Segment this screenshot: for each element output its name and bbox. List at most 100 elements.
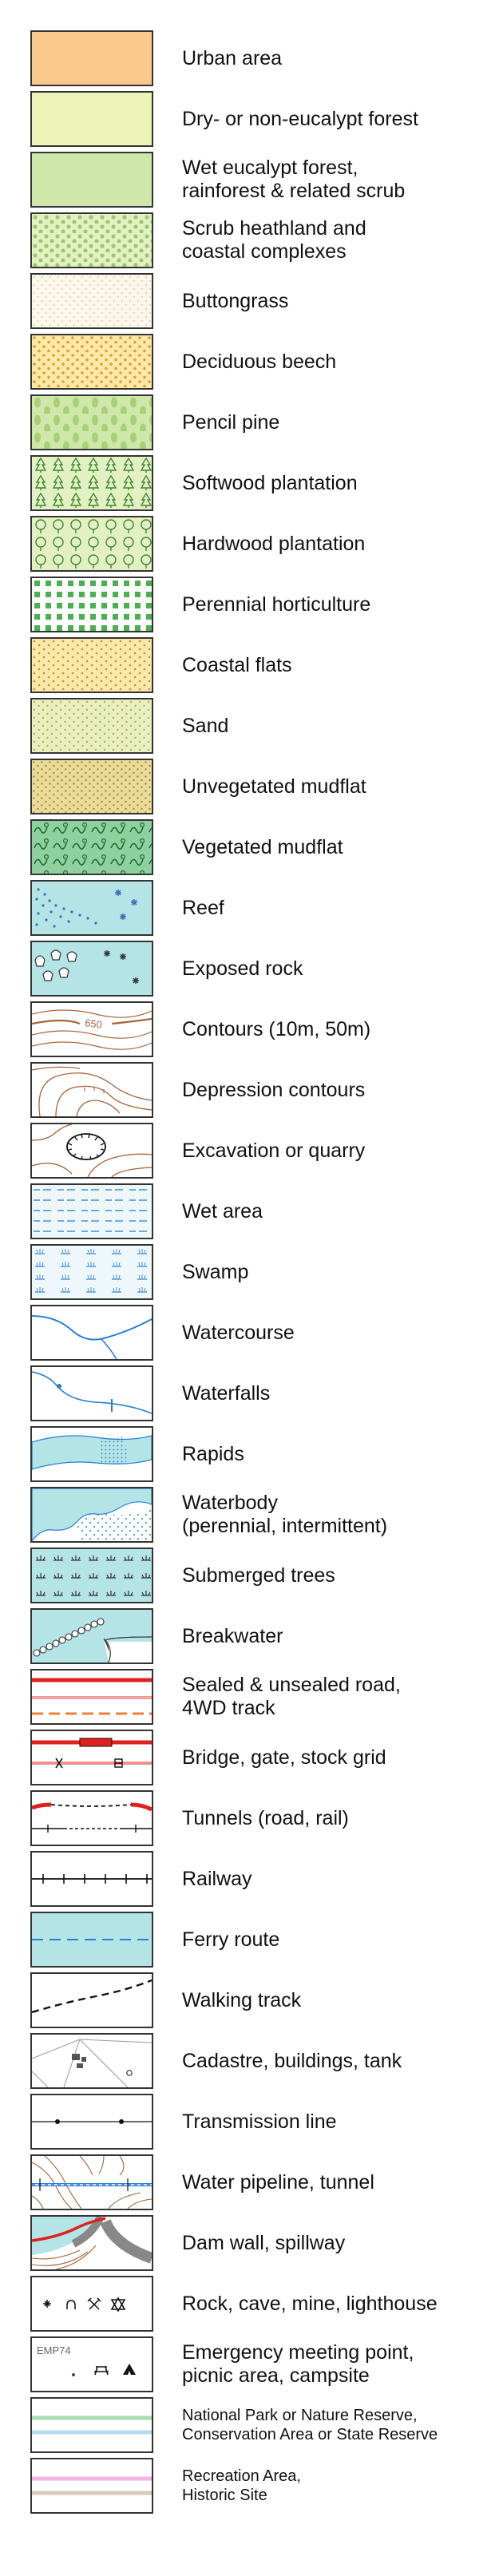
watercourse-label: Watercourse [182, 1321, 295, 1344]
softwood-plantation-label: Softwood plantation [182, 471, 358, 494]
legend-row-pencil-pine: Pencil pine [0, 394, 503, 455]
campsite-icon [123, 2364, 136, 2375]
swamp-swatch [30, 1244, 153, 1300]
reef-swatch [30, 880, 153, 936]
unvegetated-mudflat-label: Unvegetated mudflat [182, 775, 366, 798]
cadastre-label: Cadastre, buildings, tank [182, 2049, 402, 2072]
cave-icon [66, 2300, 76, 2309]
roads-swatch [30, 1669, 153, 1725]
perennial-horticulture-label: Perennial horticulture [182, 592, 371, 616]
legend-row-hardwood-plantation: Hardwood plantation [0, 516, 503, 577]
wet-area-swatch [30, 1183, 153, 1239]
rock-cave-label: Rock, cave, mine, lighthouse [182, 2292, 438, 2315]
railway-label: Railway [182, 1867, 252, 1890]
walking-track-label: Walking track [182, 1988, 302, 2011]
legend-row-roads: Sealed & unsealed road, 4WD track [0, 1669, 503, 1730]
legend-row-watercourse: Watercourse [0, 1305, 503, 1365]
excavation-label: Excavation or quarry [182, 1139, 366, 1162]
railway-swatch [30, 1851, 153, 1907]
legend-row-cadastre: Cadastre, buildings, tank [0, 2033, 503, 2094]
roads-label: Sealed & unsealed road, 4WD track [182, 1674, 401, 1719]
submerged-trees-label: Submerged trees [182, 1563, 335, 1587]
waterfalls-swatch [30, 1365, 153, 1421]
national-park-label: National Park or Nature Reserve, Conserv… [182, 2407, 438, 2443]
breakwater-label: Breakwater [182, 1624, 283, 1647]
buttongrass-label: Buttongrass [182, 289, 289, 312]
legend-row-deciduous-beech: Deciduous beech [0, 334, 503, 394]
dam-wall-swatch [30, 2215, 153, 2271]
exposed-rock-swatch [30, 941, 153, 997]
urban-area-swatch [30, 30, 153, 86]
bridge-gate-swatch [30, 1730, 153, 1785]
coastal-flats-label: Coastal flats [182, 653, 292, 676]
legend-row-recreation-area: Recreation Area, Historic Site [0, 2458, 503, 2519]
legend-row-swamp: Swamp [0, 1244, 503, 1305]
legend-row-wet-forest: Wet eucalypt forest, rainforest & relate… [0, 152, 503, 212]
emp-code-text: EMP74 [37, 2344, 71, 2356]
dam-wall-label: Dam wall, spillway [182, 2231, 346, 2254]
swamp-label: Swamp [182, 1260, 249, 1283]
lighthouse-icon [110, 2297, 126, 2312]
legend-row-exposed-rock: Exposed rock [0, 941, 503, 1001]
breakwater-swatch [30, 1608, 153, 1664]
legend-row-bridge-gate: Bridge, gate, stock grid [0, 1730, 503, 1790]
wet-forest-label: Wet eucalypt forest, rainforest & relate… [182, 157, 406, 202]
unvegetated-mudflat-swatch [30, 759, 153, 814]
waterbody-label: Waterbody (perennial, intermittent) [182, 1492, 388, 1537]
picnic-icon [94, 2366, 109, 2376]
depression-contours-label: Depression contours [182, 1078, 366, 1101]
legend-row-dry-forest: Dry- or non-eucalypt forest [0, 91, 503, 152]
walking-track-swatch [30, 1972, 153, 2028]
perennial-horticulture-swatch [30, 577, 153, 632]
national-park-swatch [30, 2397, 153, 2453]
dry-forest-swatch [30, 91, 153, 147]
legend-row-urban-area: Urban area [0, 30, 503, 91]
contour-value-text: 650 [84, 1017, 103, 1031]
legend-row-wet-area: Wet area [0, 1183, 503, 1244]
legend-row-sand: Sand [0, 698, 503, 759]
emergency-point-swatch: EMP74 [30, 2336, 153, 2392]
legend-row-national-park: National Park or Nature Reserve, Conserv… [0, 2397, 503, 2458]
wet-area-label: Wet area [182, 1199, 263, 1223]
legend-row-excavation: Excavation or quarry [0, 1123, 503, 1183]
legend-row-buttongrass: Buttongrass [0, 273, 503, 334]
rapids-swatch [30, 1426, 153, 1482]
legend-row-unvegetated-mudflat: Unvegetated mudflat [0, 759, 503, 819]
tunnels-swatch [30, 1790, 153, 1846]
legend-row-breakwater: Breakwater [0, 1608, 503, 1669]
sand-swatch [30, 698, 153, 754]
recreation-area-swatch [30, 2458, 153, 2514]
legend-row-submerged-trees: Submerged trees [0, 1548, 503, 1608]
exposed-rock-label: Exposed rock [182, 957, 303, 980]
excavation-swatch [30, 1123, 153, 1179]
scrub-heathland-swatch [30, 212, 153, 268]
contours-swatch: 650 [30, 1001, 153, 1057]
vegetated-mudflat-label: Vegetated mudflat [182, 835, 343, 858]
rock-icon [43, 2300, 51, 2308]
legend-row-water-pipeline: Water pipeline, tunnel [0, 2154, 503, 2215]
buttongrass-swatch [30, 273, 153, 329]
legend-row-dam-wall: Dam wall, spillway [0, 2215, 503, 2276]
hardwood-plantation-label: Hardwood plantation [182, 532, 366, 555]
legend-row-scrub-heathland: Scrub heathland and coastal complexes [0, 212, 503, 273]
contours-label: Contours (10m, 50m) [182, 1017, 371, 1040]
meeting-point-icon [72, 2373, 75, 2376]
legend-row-softwood-plantation: Softwood plantation [0, 455, 503, 516]
water-pipeline-label: Water pipeline, tunnel [182, 2170, 374, 2194]
recreation-area-label: Recreation Area, Historic Site [182, 2467, 301, 2504]
tunnels-label: Tunnels (road, rail) [182, 1806, 349, 1829]
pencil-pine-swatch [30, 394, 153, 450]
deciduous-beech-swatch [30, 334, 153, 390]
pencil-pine-label: Pencil pine [182, 410, 280, 434]
waterbody-swatch [30, 1487, 153, 1543]
legend-row-perennial-horticulture: Perennial horticulture [0, 577, 503, 637]
coastal-flats-swatch [30, 637, 153, 693]
legend-row-railway: Railway [0, 1851, 503, 1912]
ferry-route-swatch [30, 1912, 153, 1968]
scrub-heathland-label: Scrub heathland and coastal complexes [182, 217, 366, 263]
legend-row-tunnels: Tunnels (road, rail) [0, 1790, 503, 1851]
depression-contours-swatch [30, 1062, 153, 1118]
legend-row-rock-cave: Rock, cave, mine, lighthouse [0, 2276, 503, 2336]
wet-forest-swatch [30, 152, 153, 208]
urban-area-label: Urban area [182, 46, 283, 69]
